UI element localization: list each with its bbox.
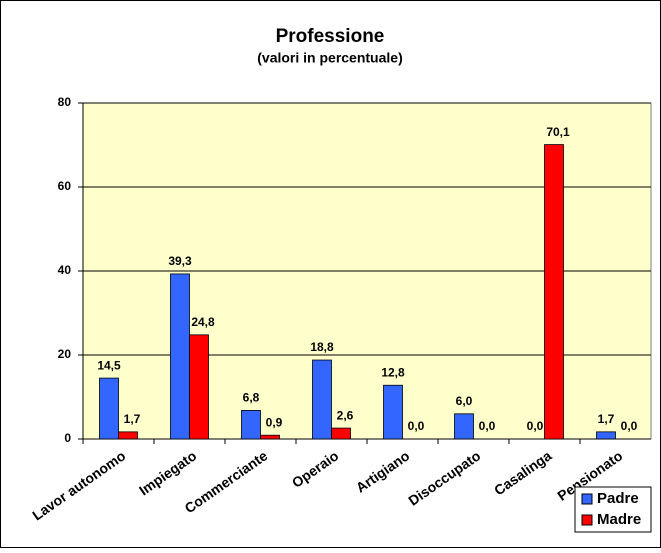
value-label: 0,0 — [527, 419, 544, 433]
bar — [260, 434, 280, 440]
bar — [596, 431, 616, 440]
y-tick-label: 40 — [58, 263, 72, 277]
bar — [544, 144, 564, 440]
value-label: 0,0 — [408, 419, 425, 433]
y-tick-label: 60 — [58, 179, 72, 193]
bar — [118, 431, 138, 440]
value-label: 2,6 — [337, 408, 354, 422]
value-label: 18,8 — [310, 340, 334, 354]
bar — [189, 334, 209, 440]
y-tick-label: 0 — [64, 431, 71, 445]
legend-swatch — [581, 493, 593, 505]
value-label: 6,0 — [456, 394, 473, 408]
bar — [99, 377, 119, 440]
y-tick-label: 20 — [58, 347, 72, 361]
value-label: 12,8 — [381, 365, 405, 379]
bar — [383, 384, 403, 440]
value-label: 70,1 — [546, 125, 570, 139]
chart-subtitle: (valori in percentuale) — [257, 50, 402, 66]
value-label: 1,7 — [598, 412, 615, 426]
value-label: 24,8 — [191, 315, 215, 329]
legend-swatch — [581, 514, 593, 526]
value-label: 1,7 — [124, 412, 141, 426]
bar — [454, 413, 474, 440]
bar — [312, 359, 332, 440]
value-label: 39,3 — [168, 254, 192, 268]
value-label: 14,5 — [97, 358, 121, 372]
legend-label: Padre — [597, 490, 639, 507]
bar — [241, 410, 261, 440]
value-label: 0,9 — [266, 415, 283, 429]
y-tick-label: 80 — [58, 95, 72, 109]
value-label: 6,8 — [243, 391, 260, 405]
value-label: 0,0 — [479, 419, 496, 433]
bar — [170, 273, 190, 440]
chart-title: Professione — [276, 26, 385, 47]
legend-label: Madre — [597, 511, 641, 528]
bar — [331, 427, 351, 440]
value-label: 0,0 — [621, 419, 638, 433]
